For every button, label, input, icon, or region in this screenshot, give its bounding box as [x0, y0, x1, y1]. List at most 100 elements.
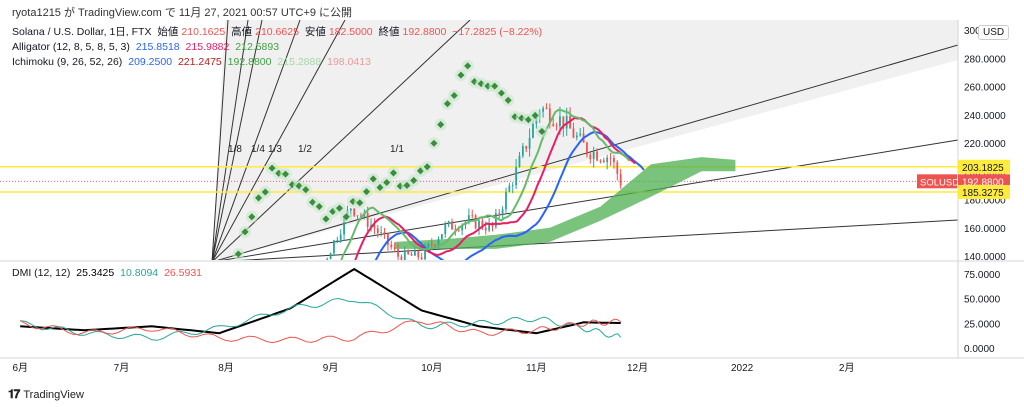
candle-body: [336, 239, 339, 241]
dmi-name: DMI (12, 12): [12, 267, 71, 279]
candle-body: [320, 274, 322, 280]
candle-body: [400, 256, 403, 260]
candle-body: [478, 220, 480, 229]
ichimoku-base-value: 221.2475: [177, 56, 222, 68]
candle-body: [528, 137, 531, 149]
low-value: 182.5000: [328, 26, 373, 38]
candle-body: [602, 160, 605, 163]
lagging-marker: [443, 100, 451, 108]
candle-body: [606, 157, 609, 163]
currency-button[interactable]: USD: [978, 25, 1010, 40]
candle-body: [440, 234, 443, 240]
candle-body: [376, 228, 379, 233]
lagging-marker: [450, 91, 458, 100]
high-label: 高値: [231, 26, 253, 38]
dmi-di-line: [20, 297, 622, 341]
candle-body: [565, 116, 568, 129]
candle-body: [457, 229, 460, 231]
candle-body: [508, 185, 511, 192]
candle-body: [505, 191, 507, 210]
candle-body: [276, 352, 278, 353]
symbol-tag-label: SOLUSD: [920, 177, 959, 188]
fan-line: [212, 20, 346, 260]
candle-body: [575, 135, 578, 138]
candle-body: [370, 224, 372, 227]
fan-line: [238, 219, 958, 260]
candle-body: [467, 215, 470, 222]
lagging-halo: [226, 261, 238, 273]
candle-body: [222, 400, 224, 402]
candle-body: [511, 185, 514, 187]
candle-body: [326, 259, 329, 260]
candle-body: [279, 350, 281, 354]
alligator-teeth-line: [354, 116, 636, 260]
candle-body: [329, 253, 332, 260]
dmi-legend[interactable]: DMI (12, 12) 25.3425 10.8094 26.5931: [12, 266, 205, 280]
candle-body: [596, 151, 598, 161]
candle-body: [559, 116, 561, 127]
tradingview-footer[interactable]: 𝟏𝟕 TradingView: [8, 387, 84, 402]
alligator-jaw-value: 215.8518: [135, 41, 180, 53]
lagging-marker: [228, 263, 235, 270]
symbol-legend[interactable]: Solana / U.S. Dollar, 1日, FTX 始値 210.1625…: [12, 25, 545, 39]
lagging-marker: [504, 96, 512, 104]
fan-label: 1/2: [298, 144, 312, 155]
dmi-tick-label: 50.0000: [964, 295, 1001, 306]
candle-body: [461, 224, 464, 231]
candle-body: [619, 173, 622, 186]
adx-value: 25.3425: [76, 267, 115, 279]
lagging-marker: [255, 194, 263, 202]
candle-body: [424, 247, 426, 260]
fan-label: 1/3: [268, 144, 282, 155]
candle-body: [252, 371, 254, 378]
lagging-marker: [464, 62, 472, 70]
alligator-legend[interactable]: Alligator (12, 8, 5, 8, 5, 3) 215.8518 2…: [12, 40, 282, 54]
time-tick-label: 2022: [731, 363, 754, 374]
lagging-marker: [430, 139, 438, 147]
time-tick-label: 11月: [526, 362, 546, 374]
candle-body: [272, 352, 274, 354]
candle-body: [518, 155, 521, 167]
tradingview-logo-text: TradingView: [23, 388, 84, 401]
candle-body: [296, 328, 298, 332]
price-tick-label: 260.0000: [964, 83, 1006, 94]
lagging-marker: [437, 121, 445, 129]
lagging-marker: [268, 164, 276, 172]
candle-body: [437, 239, 440, 246]
candle-body: [552, 123, 555, 126]
ichimoku-cloud: [394, 157, 736, 249]
candle-body: [387, 233, 389, 245]
candle-body: [353, 208, 356, 216]
candle-body: [548, 108, 551, 124]
lagging-marker: [356, 199, 364, 207]
candle-body: [532, 123, 534, 138]
candle-body: [356, 215, 359, 217]
open-label: 始値: [157, 26, 179, 38]
candle-body: [616, 162, 619, 174]
candle-body: [303, 321, 305, 323]
ichimoku-legend[interactable]: Ichimoku (9, 26, 52, 26) 209.2500 221.24…: [12, 55, 374, 69]
low-label: 安値: [304, 26, 326, 38]
symbol-title: Solana / U.S. Dollar, 1日, FTX: [12, 26, 152, 38]
ichimoku-leading-b-value: 198.0413: [327, 56, 371, 68]
candle-body: [579, 133, 582, 136]
time-tick-label: 8月: [218, 362, 234, 374]
candle-body: [380, 232, 383, 233]
candle-body: [286, 342, 288, 343]
ichimoku-leading-a-value: 215.2888: [277, 56, 322, 68]
gann-fan-area: 1/8 1/4 1/3 1/2 1/1: [211, 20, 958, 260]
candle-body: [349, 208, 352, 211]
alligator-lips-value: 212.5893: [235, 41, 280, 53]
fan-label: 1/4: [251, 144, 265, 155]
candle-body: [471, 215, 474, 217]
close-value: 192.8800: [402, 26, 447, 38]
candle-body: [239, 389, 241, 392]
dmi-tick-label: 0.0000: [964, 344, 995, 355]
candle-body: [515, 166, 518, 186]
candle-body: [430, 243, 433, 245]
candle-body: [309, 298, 311, 309]
candle-body: [228, 398, 230, 400]
candle-body: [255, 369, 257, 371]
tradingview-logo-icon: 𝟏𝟕: [8, 387, 20, 401]
